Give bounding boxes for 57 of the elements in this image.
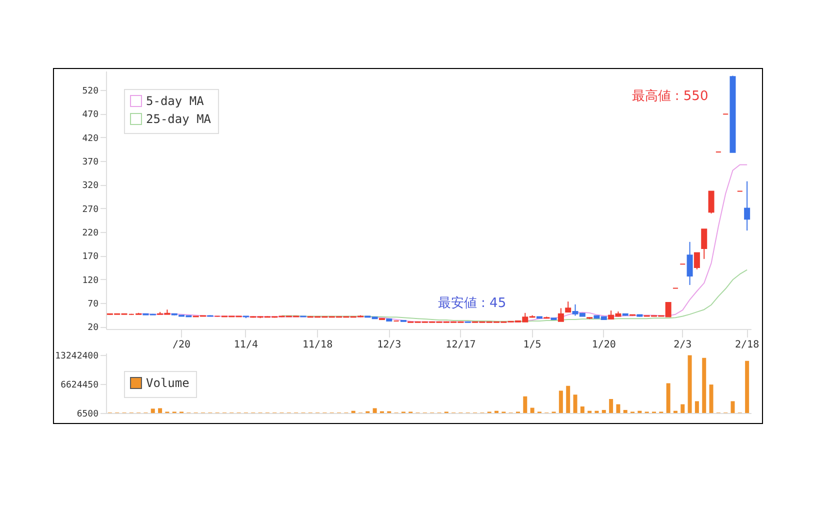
bar bbox=[702, 358, 706, 413]
x-tick-label: 2/18 bbox=[735, 340, 760, 350]
bar bbox=[372, 408, 377, 413]
legend-label: 5-day MA bbox=[146, 94, 205, 108]
x-tick-label: 11/18 bbox=[302, 340, 333, 350]
y-tick-label: 520 bbox=[82, 86, 98, 96]
annotation: 最高値 : 550 bbox=[632, 88, 708, 104]
bar bbox=[623, 410, 628, 413]
candlestick bbox=[558, 308, 564, 322]
candlestick bbox=[565, 301, 572, 313]
candlestick bbox=[744, 180, 750, 232]
legend-label: Volume bbox=[146, 376, 190, 390]
bar bbox=[558, 390, 563, 413]
y-tick-label: 20 bbox=[88, 323, 98, 334]
candlestick bbox=[708, 190, 714, 214]
x-tick-label: 2/3 bbox=[674, 340, 692, 350]
bar bbox=[694, 401, 699, 413]
bar bbox=[666, 383, 670, 413]
bar bbox=[523, 396, 528, 413]
bar bbox=[609, 399, 614, 413]
bar bbox=[566, 386, 570, 413]
bar bbox=[616, 404, 620, 413]
bar bbox=[158, 408, 162, 413]
y-tick-label: 6624450 bbox=[60, 380, 98, 391]
y-tick-label: 120 bbox=[82, 276, 98, 286]
candlestick bbox=[694, 252, 700, 270]
line-series bbox=[281, 269, 748, 322]
candlestick bbox=[686, 241, 693, 286]
y-tick-label: 470 bbox=[82, 110, 98, 120]
y-tick-label: 6500 bbox=[76, 410, 98, 420]
x-tick-label: 12/17 bbox=[446, 340, 476, 350]
x-tick-label: 1/20 bbox=[592, 340, 616, 350]
bar bbox=[602, 410, 606, 413]
y-tick-label: 370 bbox=[82, 157, 98, 168]
bar bbox=[150, 408, 155, 413]
x-tick-label: /20 bbox=[172, 340, 191, 350]
candlestick bbox=[701, 228, 708, 260]
y-tick-label: 420 bbox=[82, 134, 98, 144]
y-tick-label: 170 bbox=[82, 252, 98, 262]
bar bbox=[745, 360, 750, 413]
x-tick-label: 1/5 bbox=[523, 340, 542, 350]
legend-label: 25-day MA bbox=[146, 112, 212, 126]
y-tick-label: 320 bbox=[82, 181, 98, 192]
annotation: 最安値 : 45 bbox=[438, 295, 506, 311]
bar bbox=[573, 394, 578, 413]
x-tick-label: 12/3 bbox=[377, 340, 402, 350]
y-tick-label: 13242400 bbox=[55, 352, 98, 362]
bar bbox=[688, 355, 692, 413]
bar bbox=[680, 404, 685, 413]
bar bbox=[709, 384, 714, 413]
y-tick-label: 220 bbox=[82, 228, 98, 238]
bar bbox=[580, 406, 584, 413]
x-tick-label: 11/4 bbox=[234, 340, 258, 350]
bar bbox=[730, 401, 735, 413]
bar bbox=[530, 408, 534, 413]
y-tick-label: 270 bbox=[82, 204, 98, 215]
y-tick-label: 70 bbox=[88, 299, 98, 310]
